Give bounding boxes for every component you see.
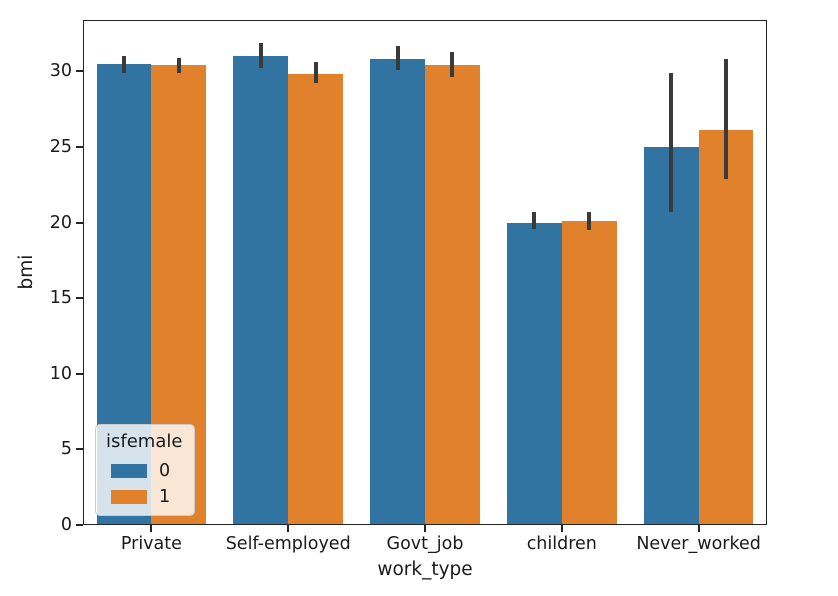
bar-Govt_job-1 [425, 65, 480, 525]
x-tick [424, 525, 426, 532]
y-tick-label: 15 [49, 288, 72, 309]
bar-Govt_job-0 [370, 59, 425, 525]
error-bar-children-0 [532, 212, 537, 229]
x-tick-label: Self-employed [225, 534, 351, 554]
x-tick [287, 525, 290, 532]
error-bar-Govt_job-0 [395, 45, 400, 70]
x-tick [697, 525, 700, 532]
x-tick [150, 525, 153, 532]
x-tick-label: Govt_job [386, 534, 464, 554]
error-bar-Never_worked-1 [723, 59, 728, 179]
y-tick-label: 5 [60, 439, 72, 460]
error-bar-Self-employed-1 [313, 62, 318, 84]
error-bar-Private-0 [122, 56, 127, 73]
bar-Never_worked-1 [698, 130, 754, 525]
error-bar-Private-1 [176, 57, 181, 73]
y-tick [76, 372, 83, 375]
y-tick [76, 70, 83, 73]
bar-Self-employed-0 [233, 56, 289, 525]
y-tick [76, 297, 83, 300]
legend-entry-label: 1 [159, 487, 171, 507]
y-tick [76, 524, 83, 526]
error-bar-Never_worked-0 [669, 72, 674, 212]
error-bar-Self-employed-0 [258, 42, 263, 69]
y-tick-label: 10 [49, 363, 72, 384]
legend-entry-1: 1 [106, 488, 182, 506]
legend-title: isfemale [106, 431, 183, 452]
x-tick-label: children [526, 534, 597, 554]
legend-entry-label: 0 [159, 461, 171, 481]
y-tick-label: 30 [49, 61, 72, 82]
y-tick [76, 448, 83, 451]
error-bar-Govt_job-1 [450, 51, 455, 78]
legend-swatch-1 [111, 490, 147, 504]
y-tick [76, 146, 83, 148]
bar-children-0 [507, 222, 562, 525]
x-tick [560, 525, 563, 532]
y-tick-label: 0 [60, 515, 72, 535]
x-tick-label: Private [120, 534, 182, 554]
error-bar-children-1 [587, 212, 592, 231]
y-tick [76, 221, 83, 224]
bar-Self-employed-1 [288, 74, 343, 525]
legend-swatch-0 [111, 464, 147, 478]
x-tick-label: Never_worked [636, 534, 761, 554]
x-axis-label: work_type [377, 559, 473, 580]
y-tick-label: 20 [49, 212, 72, 233]
y-axis-label: bmi [16, 254, 37, 290]
bar-children-1 [561, 221, 617, 525]
y-tick-label: 25 [49, 137, 72, 157]
legend-entry-0: 0 [106, 462, 182, 480]
